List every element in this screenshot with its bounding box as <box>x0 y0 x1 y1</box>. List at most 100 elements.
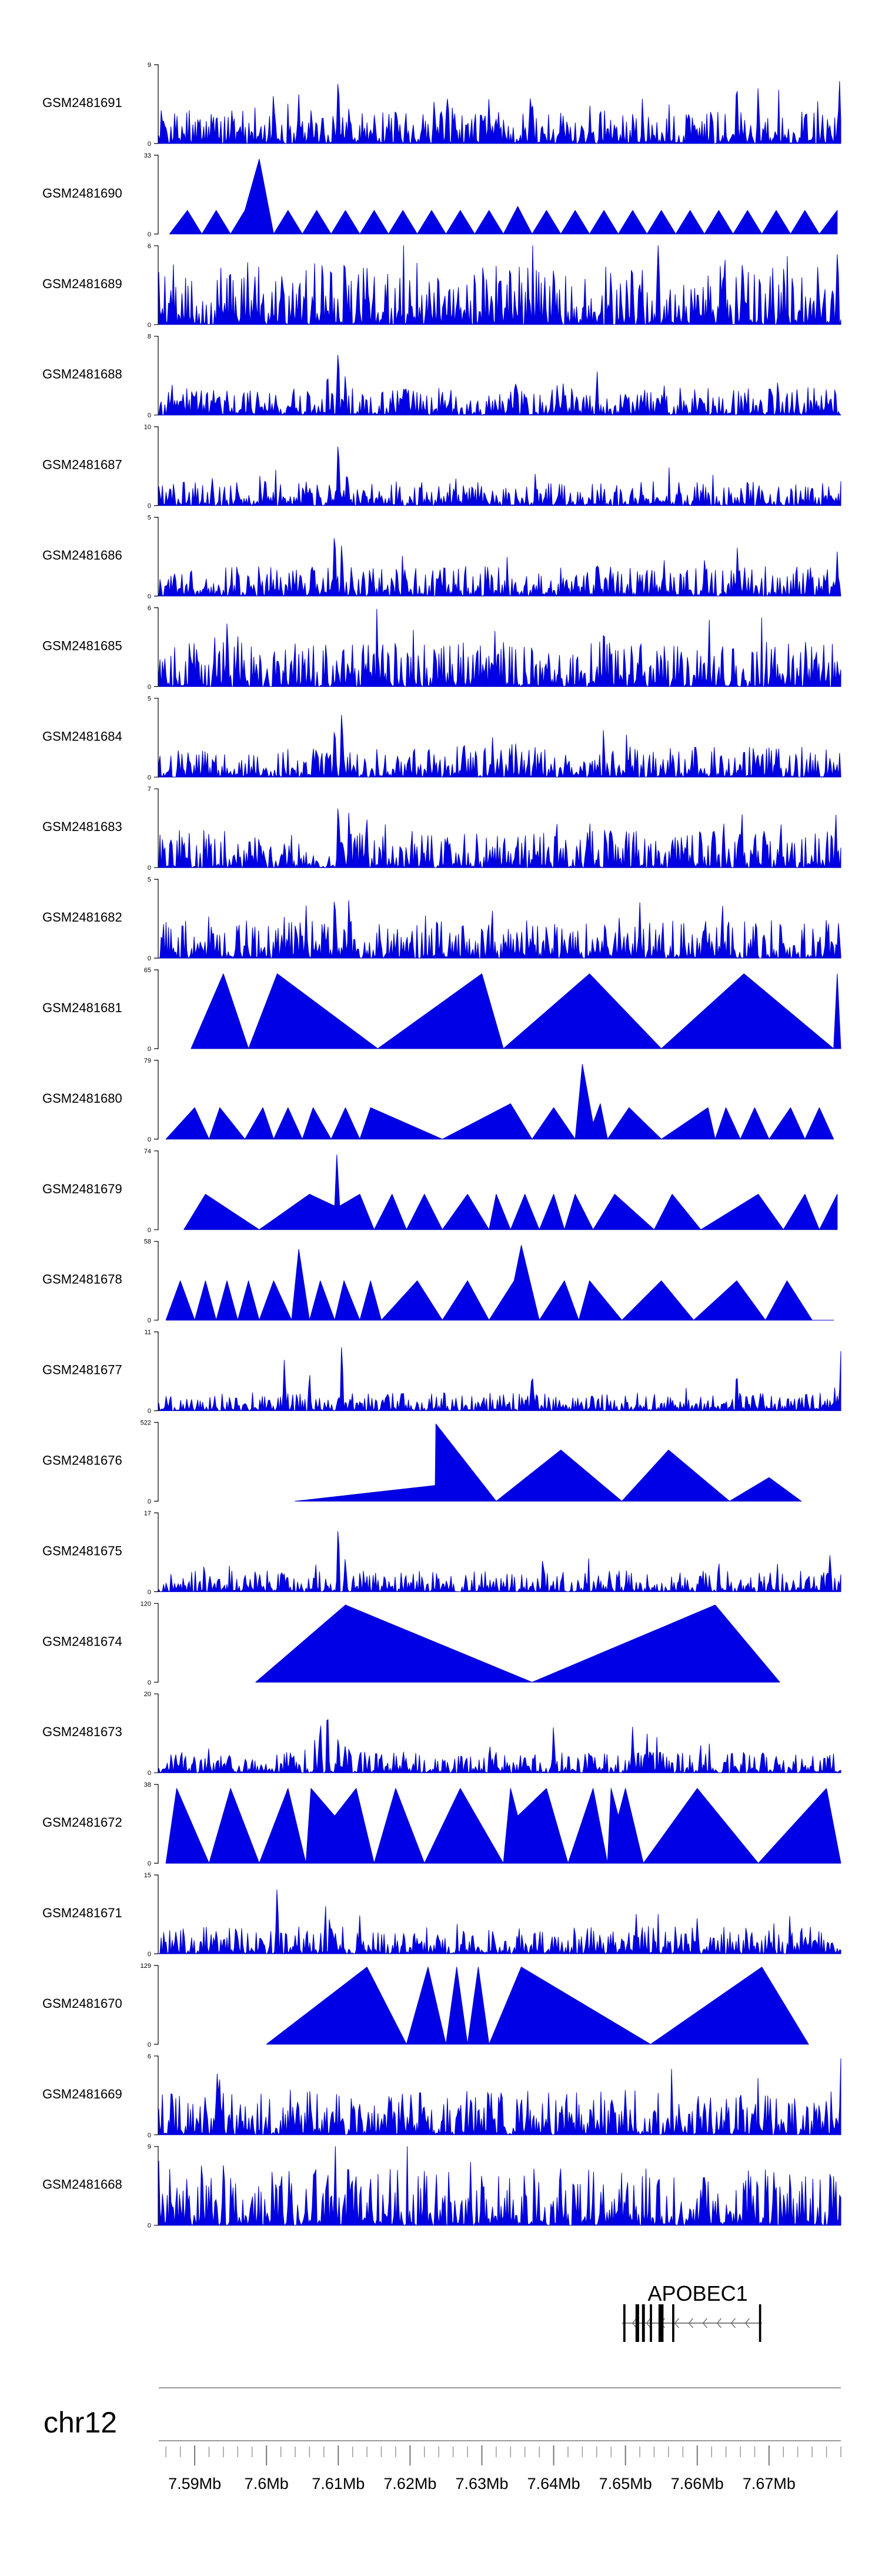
track-GSM2481687: GSM2481687 10 0 <box>42 424 841 510</box>
coverage-trace <box>158 2058 841 2135</box>
y-axis <box>154 426 159 506</box>
track-GSM2481682: GSM2481682 5 0 <box>42 876 841 962</box>
genomic-axis-ticks: 7.59Mb 7.6Mb 7.61Mb 7.62Mb 7.63Mb 7.64Mb 7.65M… <box>165 2445 841 2492</box>
y-axis <box>154 64 159 144</box>
coverage-trace <box>158 1890 841 1954</box>
y-min-label: 0 <box>148 865 151 872</box>
y-max-label: 5 <box>148 695 151 702</box>
x-tick-label: 7.59Mb <box>168 2475 221 2492</box>
strand-arrow <box>632 2318 637 2328</box>
track-label: GSM2481673 <box>42 1724 122 1739</box>
x-tick-label: 7.6Mb <box>245 2475 289 2492</box>
y-axis <box>154 969 159 1049</box>
y-max-label: 120 <box>141 1600 151 1607</box>
coverage-trace <box>165 1244 834 1321</box>
track-GSM2481683: GSM2481683 7 0 <box>42 786 841 872</box>
coverage-trace <box>158 1347 841 1412</box>
exon-1 <box>623 2304 626 2342</box>
coverage-trace <box>158 81 841 144</box>
y-max-label: 33 <box>144 152 151 159</box>
y-axis <box>154 698 159 778</box>
y-min-label: 0 <box>148 1408 151 1415</box>
track-GSM2481688: GSM2481688 8 0 <box>42 333 841 419</box>
y-max-label: 7 <box>148 786 151 793</box>
exon-2 <box>635 2304 639 2342</box>
track-GSM2481690: GSM2481690 33 0 <box>42 152 838 238</box>
exon-7 <box>759 2304 761 2342</box>
coverage-trace <box>158 808 841 868</box>
x-tick-label: 7.67Mb <box>743 2475 796 2492</box>
y-axis <box>154 155 159 235</box>
y-max-label: 74 <box>144 1148 151 1155</box>
y-min-label: 0 <box>148 141 151 148</box>
y-min-label: 0 <box>148 1770 151 1777</box>
coverage-trace <box>158 446 841 506</box>
track-label: GSM2481678 <box>42 1272 122 1287</box>
y-max-label: 79 <box>144 1057 151 1065</box>
y-axis <box>154 788 159 868</box>
track-label: GSM2481679 <box>42 1182 122 1196</box>
y-min-label: 0 <box>148 412 151 419</box>
y-max-label: 6 <box>148 243 151 250</box>
y-min-label: 0 <box>148 1589 151 1596</box>
coverage-trace <box>158 609 841 687</box>
x-tick-label: 7.63Mb <box>455 2475 508 2492</box>
track-label: GSM2481682 <box>42 910 122 925</box>
coverage-trace <box>158 245 841 325</box>
y-axis <box>154 1150 159 1230</box>
y-axis <box>154 1332 159 1412</box>
track-GSM2481681: GSM2481681 65 0 <box>42 967 841 1053</box>
track-GSM2481686: GSM2481686 5 0 <box>42 515 841 600</box>
y-max-label: 129 <box>141 1963 151 1970</box>
track-label: GSM2481688 <box>42 367 122 382</box>
strand-arrow <box>674 2318 680 2328</box>
gene-label: APOBEC1 <box>648 2281 748 2305</box>
y-axis <box>154 2056 159 2135</box>
y-min-label: 0 <box>148 322 151 329</box>
strand-arrow <box>744 2318 750 2328</box>
y-max-label: 38 <box>144 1781 151 1788</box>
track-label: GSM2481687 <box>42 458 122 472</box>
track-GSM2481675: GSM2481675 17 0 <box>42 1510 841 1596</box>
y-max-label: 15 <box>144 1872 151 1879</box>
track-label: GSM2481681 <box>42 1000 122 1015</box>
strand-arrow <box>730 2318 736 2328</box>
track-GSM2481679: GSM2481679 74 0 <box>42 1148 838 1234</box>
y-min-label: 0 <box>148 1227 151 1234</box>
track-label: GSM2481676 <box>42 1453 122 1468</box>
coverage-trace <box>158 2146 841 2226</box>
coverage-trace <box>158 715 841 778</box>
y-max-label: 8 <box>148 333 151 341</box>
track-label: GSM2481685 <box>42 638 122 653</box>
track-label: GSM2481690 <box>42 186 122 201</box>
y-max-label: 58 <box>144 1239 151 1246</box>
y-max-label: 17 <box>144 1510 151 1517</box>
y-max-label: 20 <box>144 1691 151 1698</box>
track-label: GSM2481669 <box>42 2087 122 2101</box>
y-axis <box>154 336 159 416</box>
x-tick-label: 7.65Mb <box>599 2475 652 2492</box>
y-min-label: 0 <box>148 2132 151 2139</box>
track-GSM2481672: GSM2481672 38 0 <box>42 1781 841 1867</box>
track-GSM2481689: GSM2481689 6 0 <box>42 243 841 329</box>
y-axis <box>154 1784 159 1864</box>
exon-6 <box>672 2304 674 2342</box>
coverage-trace <box>158 355 841 416</box>
y-min-label: 0 <box>148 1951 151 1958</box>
track-GSM2481685: GSM2481685 6 0 <box>42 605 841 690</box>
y-min-label: 0 <box>148 1136 151 1143</box>
exon-3 <box>642 2304 645 2342</box>
gene-annotation-track: APOBEC1 <box>622 2281 762 2342</box>
track-GSM2481669: GSM2481669 6 0 <box>42 2053 841 2139</box>
y-min-label: 0 <box>148 1679 151 1686</box>
exon-5 <box>658 2304 664 2342</box>
y-max-label: 9 <box>148 2144 151 2151</box>
track-label: GSM2481683 <box>42 819 122 834</box>
track-GSM2481680: GSM2481680 79 0 <box>42 1057 834 1143</box>
track-GSM2481671: GSM2481671 15 0 <box>42 1872 841 1958</box>
y-axis <box>154 516 159 597</box>
track-label: GSM2481670 <box>42 1996 122 2011</box>
track-label: GSM2481680 <box>42 1091 122 1106</box>
track-label: GSM2481674 <box>42 1634 122 1649</box>
